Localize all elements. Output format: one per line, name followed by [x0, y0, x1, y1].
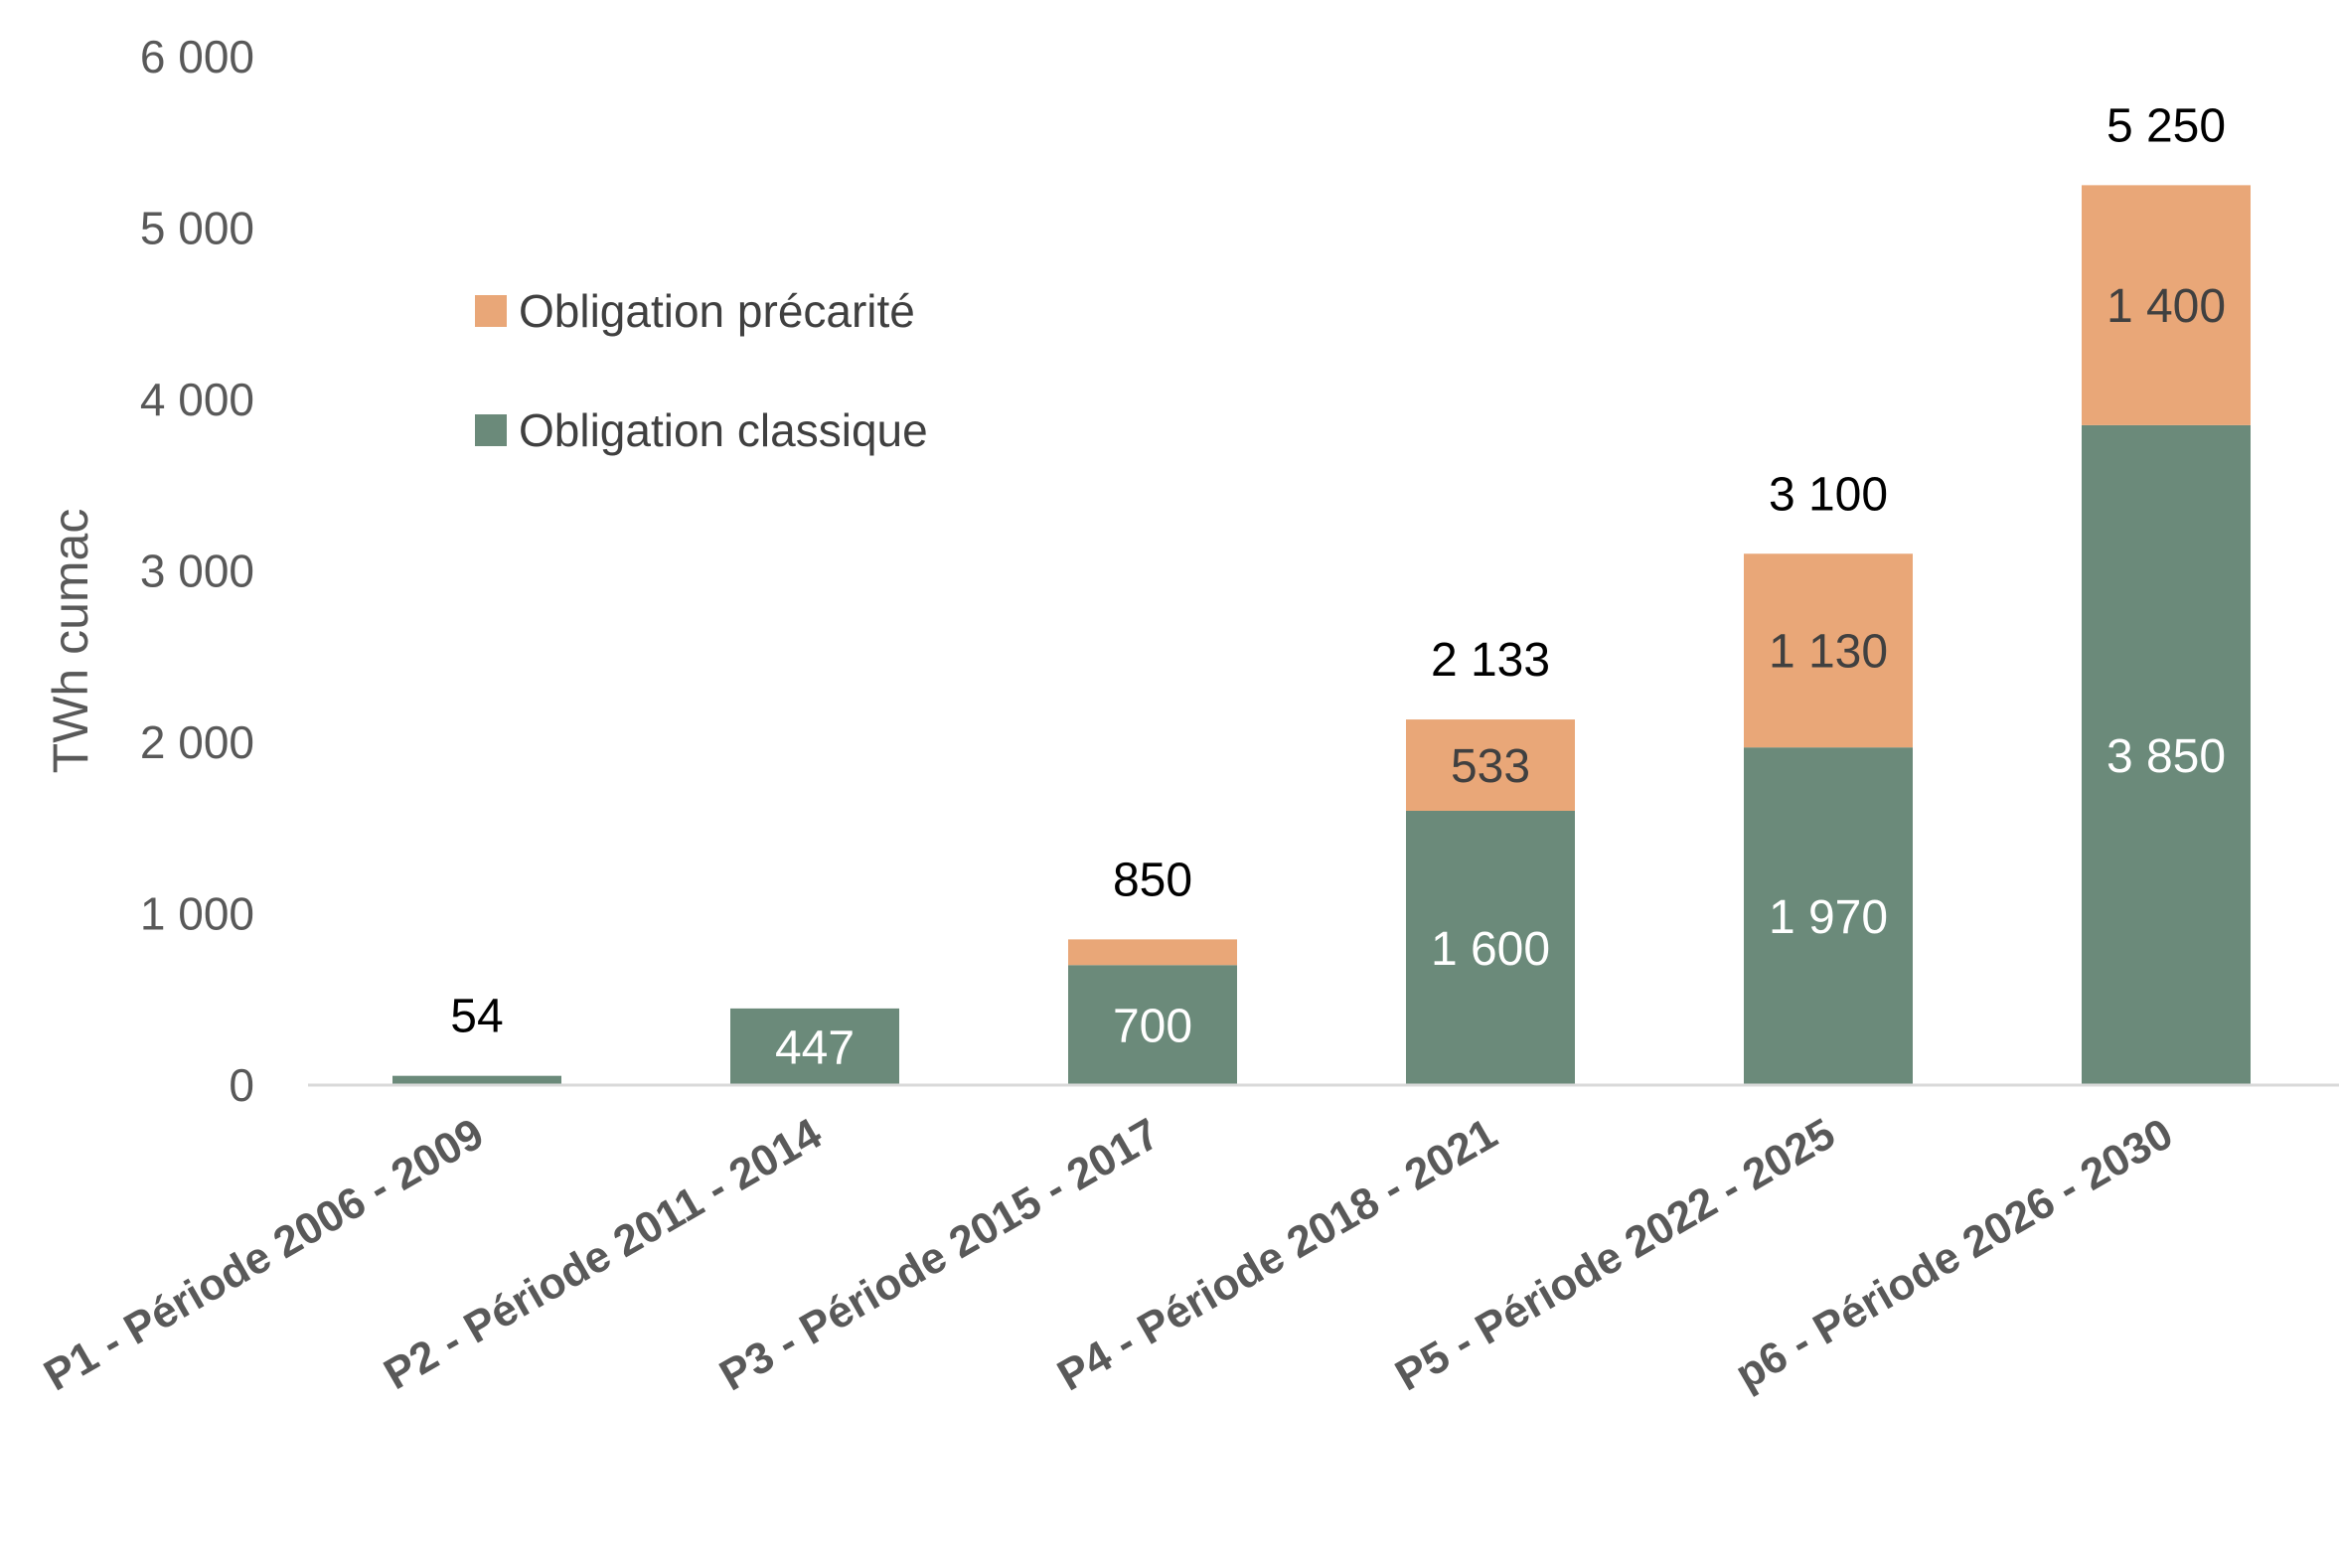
legend: Obligation précarité Obligation classique	[475, 285, 928, 456]
bar-segment	[1744, 747, 1913, 1085]
y-tick-label: 2 000	[140, 716, 254, 768]
bar-segment	[2082, 424, 2251, 1085]
bar-segment	[1068, 965, 1237, 1085]
y-tick-label: 4 000	[140, 374, 254, 425]
segment-label: 700	[1113, 1001, 1192, 1053]
total-label: 3 100	[1769, 468, 1888, 521]
bar-segment	[1744, 553, 1913, 748]
total-label: 2 133	[1431, 634, 1550, 687]
bar-segment	[1406, 811, 1575, 1085]
y-axis-ticks: 0 1 000 2 000 3 000 4 000 5 000 6 000	[140, 31, 254, 1111]
y-tick-label: 3 000	[140, 546, 254, 597]
bars: 54 447 700 850 1 600 533 2 133 1 970 1 130 3 100 3…	[392, 99, 2251, 1085]
segment-label: 1 970	[1769, 891, 1888, 944]
total-label: 850	[1113, 854, 1192, 906]
segment-label: 1 600	[1431, 923, 1550, 976]
total-label: 5 250	[2106, 99, 2226, 152]
segment-label: 1 130	[1769, 626, 1888, 679]
legend-label: Obligation précarité	[519, 285, 915, 337]
bar-segment	[2082, 185, 2251, 425]
bar-segment	[730, 1008, 899, 1085]
y-tick-label: 0	[229, 1059, 254, 1111]
legend-swatch	[475, 414, 507, 446]
segment-label: 3 850	[2106, 730, 2226, 783]
bar-segment	[392, 1075, 561, 1085]
bar-segment	[1406, 719, 1575, 811]
y-tick-label: 5 000	[140, 203, 254, 254]
segment-label: 533	[1451, 740, 1530, 793]
segment-label: 1 400	[2106, 280, 2226, 333]
segment-label: 447	[775, 1021, 855, 1074]
y-tick-label: 6 000	[140, 31, 254, 82]
bar-segment	[1068, 939, 1237, 966]
legend-label: Obligation classique	[519, 404, 928, 456]
total-label: 54	[450, 991, 503, 1043]
legend-swatch	[475, 295, 507, 327]
y-axis-label: TWh cumac	[43, 509, 98, 774]
y-tick-label: 1 000	[140, 888, 254, 940]
